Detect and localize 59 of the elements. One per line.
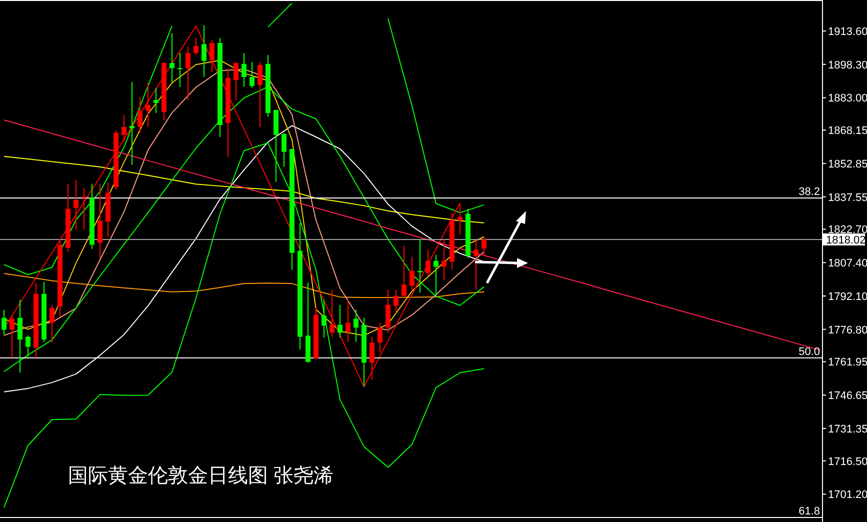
annotation: 38.2 [798,186,820,198]
annotation: 50.0 [798,346,820,358]
y-tick-label: 1822.70 [828,224,867,236]
candlestick [482,236,486,256]
y-tick-label: 1883.00 [828,92,867,105]
candlestick [338,304,342,338]
candlestick [50,304,54,344]
y-tick-label: 1807.40 [828,258,867,270]
candlestick [370,336,374,380]
candlestick [442,239,446,280]
candlestick [210,39,214,73]
candlestick [122,114,126,142]
y-tick-label: 1731.35 [828,423,867,436]
candlestick [178,52,182,88]
candlestick [242,52,246,88]
y-tick-label: 1761.95 [828,356,867,369]
candlestick [402,245,406,299]
y-tick-label: 1776.80 [828,324,867,336]
annotation: 61.8 [798,506,820,518]
candlestick [354,309,358,342]
candlestick [250,61,254,88]
candlestick [474,239,478,290]
candlestick [434,254,438,298]
candlestick [234,61,238,100]
candlestick [330,289,334,338]
y-tick-label: 1701.20 [828,489,867,502]
y-tick-label: 1913.60 [828,26,867,38]
candlestick [282,132,286,168]
y-tick-label: 1837.55 [828,192,867,204]
candlestick [10,315,14,358]
candlestick [410,256,414,290]
candlestick [26,334,30,358]
y-tick-label: 1746.65 [828,390,867,402]
candlestick [322,299,326,338]
candlestick [146,82,150,128]
candlestick [74,179,78,230]
text: 国际黄金伦敦金日线图 张尧浠 [68,465,334,487]
candlestick [202,24,206,78]
y-tick-label: 1898.30 [828,59,867,72]
candlestick [378,322,382,354]
y-tick-label: 1792.10 [828,290,867,303]
ref-line-label: 1818.02 [826,234,866,246]
candlestick [98,183,102,258]
candlestick [386,289,390,334]
candlestick [154,87,158,114]
candlestick [186,46,190,100]
candlestick [194,37,198,56]
candlestick [2,309,6,336]
y-tick-label: 1852.85 [828,158,867,170]
candlestick [258,61,262,128]
candlestick [138,96,142,134]
candlestick [82,187,86,230]
candlestick [130,82,134,166]
candlestick [346,299,350,342]
y-tick-label: 1868.15 [828,125,867,138]
y-tick-label: 1716.50 [828,456,867,468]
candlestick [394,289,398,314]
candlestick [170,32,174,83]
candlestick [426,249,430,276]
